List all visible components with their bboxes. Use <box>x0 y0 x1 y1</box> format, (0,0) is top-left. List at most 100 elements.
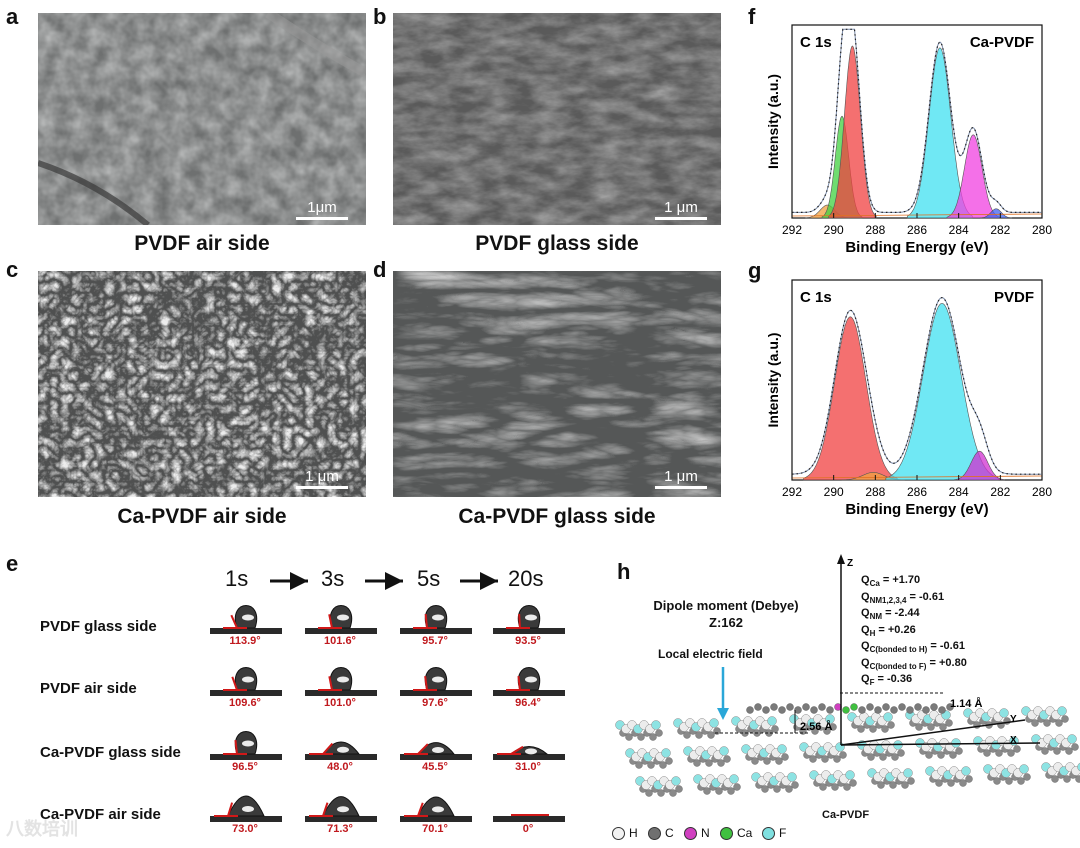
droplet-highlight <box>525 676 537 683</box>
molecule-atom <box>866 703 874 711</box>
atom <box>811 727 819 735</box>
droplet-highlight <box>242 806 254 813</box>
droplet-highlight <box>525 748 537 755</box>
atom <box>999 708 1009 718</box>
tangent-line <box>517 675 521 691</box>
molecule-atom <box>946 703 954 711</box>
atom <box>1013 745 1021 753</box>
atom <box>669 789 677 797</box>
panel-label-f: f <box>748 4 756 29</box>
angle-value: 31.0° <box>515 761 541 773</box>
atom <box>1065 747 1073 755</box>
droplet-image <box>305 796 377 822</box>
angle-value: 70.1° <box>422 823 448 835</box>
substrate-surface <box>493 628 565 634</box>
axis-y-label: Y <box>1010 714 1017 725</box>
atom <box>645 789 653 797</box>
tangent-line <box>424 613 428 629</box>
atom <box>903 768 913 778</box>
x-tick-label-288: 288 <box>865 485 885 499</box>
molecule-atom <box>802 703 810 711</box>
atom <box>951 738 961 748</box>
substrate-surface <box>493 816 565 822</box>
sem-image-ca-pvdf-air: 1 μm <box>38 271 366 497</box>
sem-image-pvdf-air: 1μm <box>38 13 366 225</box>
droplet-highlight <box>242 614 254 621</box>
molecule-atom <box>786 703 794 711</box>
atom <box>897 749 905 757</box>
sem-image-ca-pvdf-glass: 1 μm <box>393 271 721 497</box>
tangent-line <box>227 802 234 817</box>
molecule-atom <box>842 706 850 714</box>
tangent-line <box>510 745 524 755</box>
droplet-image <box>400 742 472 760</box>
droplet-image <box>400 796 472 822</box>
atom <box>1061 715 1069 723</box>
droplet-image <box>493 814 565 822</box>
panel-label-d: d <box>373 257 387 282</box>
distance-label-1: 2.56 Å <box>800 720 832 733</box>
atom <box>661 748 671 758</box>
atom <box>937 751 945 759</box>
atom <box>1051 775 1059 783</box>
dipole-title: Dipole moment (Debye) <box>653 598 799 613</box>
atom <box>791 781 799 789</box>
angle-value: 109.6° <box>229 697 261 709</box>
atom <box>1017 777 1025 785</box>
tangent-line <box>417 802 424 817</box>
droplet-image <box>493 667 565 696</box>
substrate-surface <box>210 754 282 760</box>
atom <box>947 779 955 787</box>
substrate-label: Ca-PVDF <box>822 809 870 821</box>
atom <box>901 781 909 789</box>
x-axis-label: Binding Energy (eV) <box>845 239 988 256</box>
atom <box>935 779 943 787</box>
angle-value: 96.4° <box>515 697 541 709</box>
molecule-atom <box>906 706 914 714</box>
time-label-1s: 1s <box>225 566 249 591</box>
chart-sample-label: Ca-PVDF <box>970 34 1034 51</box>
peak-component-4 <box>946 134 1000 219</box>
droplet-image <box>305 605 377 634</box>
substrate-surface <box>305 816 377 822</box>
atom <box>665 757 673 765</box>
atom <box>773 785 781 793</box>
atom <box>727 787 735 795</box>
molecular-model: Z YX 2.56 Å 1.14 Å <box>615 554 1080 797</box>
angle-value: 71.3° <box>327 823 353 835</box>
substrate-surface <box>305 690 377 696</box>
atom <box>845 770 855 780</box>
peak-component-5 <box>980 208 1013 219</box>
atom <box>839 751 847 759</box>
x-tick-label-292: 292 <box>782 485 802 499</box>
legend-item-N: N <box>684 826 710 841</box>
z-arrowhead <box>837 554 845 564</box>
panel-label-a: a <box>6 4 19 29</box>
droplet-image <box>210 605 282 634</box>
legend-dot <box>720 827 733 841</box>
substrate-surface <box>400 628 472 634</box>
charge-line-1: QNM1,2,3,4 = -0.61 <box>861 590 945 605</box>
atom <box>705 759 713 767</box>
caption-pvdf-air-side: PVDF air side <box>134 232 270 255</box>
raw-data <box>792 28 1042 213</box>
x-tick-label-282: 282 <box>990 223 1010 237</box>
droplet <box>227 795 265 817</box>
atom <box>857 725 865 733</box>
legend-dot <box>612 827 625 841</box>
row-label-1: PVDF air side <box>40 680 137 697</box>
time-label-5s: 5s <box>417 566 441 591</box>
droplet-highlight <box>242 676 254 683</box>
atom <box>777 744 787 754</box>
molecule-atom <box>922 706 930 714</box>
atom <box>1019 764 1029 774</box>
dipole-z-value: Z:162 <box>709 615 743 630</box>
atom <box>831 783 839 791</box>
molecule-atom <box>770 703 778 711</box>
atom <box>825 714 835 724</box>
chart-sample-label: PVDF <box>994 289 1034 306</box>
sem-image-pvdf-glass: 1 μm <box>393 13 721 225</box>
raw-data <box>792 296 1042 475</box>
droplet-highlight <box>337 676 349 683</box>
atom <box>787 772 797 782</box>
